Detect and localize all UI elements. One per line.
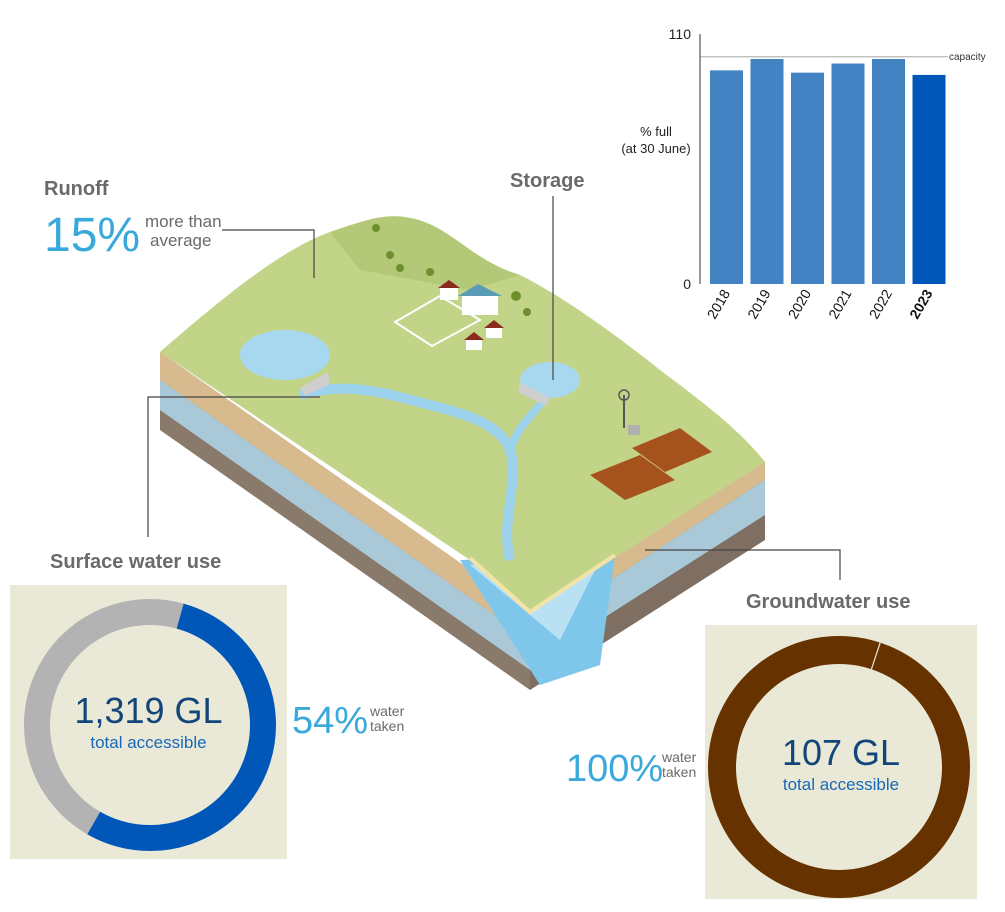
- storage-heading: Storage: [510, 170, 585, 192]
- x-tick-2023: 2023: [906, 286, 936, 321]
- groundwater-note-line2: taken: [662, 763, 697, 780]
- runoff-note-line2: average: [150, 230, 212, 250]
- groundwater-donut: [708, 636, 970, 898]
- donut-remaining-arc: [24, 599, 184, 835]
- groundwater-heading: Groundwater use: [746, 591, 911, 613]
- surface-water-note-line1: water: [370, 703, 405, 719]
- x-tick-2021: 2021: [825, 286, 855, 321]
- bar-2023: [912, 74, 946, 284]
- capacity-label: capacity: [949, 52, 986, 63]
- donut-taken-ring: [708, 636, 970, 898]
- x-tick-2019: 2019: [744, 286, 774, 321]
- surface-water-donut: [24, 599, 276, 851]
- runoff-heading: Runoff: [44, 178, 109, 200]
- surface-water-note-line2: taken: [370, 717, 405, 734]
- surface-water-heading: Surface water use: [50, 551, 222, 573]
- bar-2021: [831, 63, 865, 284]
- surface-water-total: 1,319 GL: [74, 690, 223, 731]
- donut-seam: [870, 642, 881, 670]
- groundwater-note-line1: water: [662, 749, 697, 765]
- bar-2019: [750, 59, 784, 284]
- runoff-percent: 15%: [44, 209, 141, 262]
- groundwater-center: 107 GL total accessible: [705, 735, 977, 795]
- y-axis-label-line2: (at 30 June): [621, 141, 690, 156]
- storage-bar-chart: capacity 110 0 % full (at 30 June) 2018 2…: [621, 26, 986, 321]
- y-axis-label-line1: % full: [640, 124, 672, 139]
- groundwater-percent: 100%: [566, 748, 664, 790]
- groundwater-note: water taken: [662, 750, 696, 779]
- x-tick-2022: 2022: [866, 286, 896, 321]
- surface-water-total-label: total accessible: [90, 733, 207, 752]
- x-tick-2020: 2020: [785, 286, 815, 321]
- surface-water-note: water taken: [370, 704, 404, 733]
- groundwater-total: 107 GL: [781, 732, 901, 773]
- surface-water-center: 1,319 GL total accessible: [10, 693, 287, 753]
- bar-2020: [791, 72, 824, 284]
- y-tick-min: 0: [683, 276, 691, 292]
- donut-taken-arc: [87, 603, 276, 851]
- surface-water-percent: 54%: [292, 700, 369, 742]
- bar-2022: [872, 59, 905, 284]
- bar-2018: [710, 70, 743, 284]
- runoff-note: more than average: [145, 212, 222, 250]
- groundwater-total-label: total accessible: [782, 775, 900, 794]
- y-tick-max: 110: [669, 26, 692, 42]
- x-tick-2018: 2018: [704, 286, 734, 321]
- runoff-note-line1: more than: [145, 212, 222, 231]
- groundwater-panel: 107 GL total accessible: [705, 625, 977, 899]
- surface-water-panel: 1,319 GL total accessible: [10, 585, 287, 859]
